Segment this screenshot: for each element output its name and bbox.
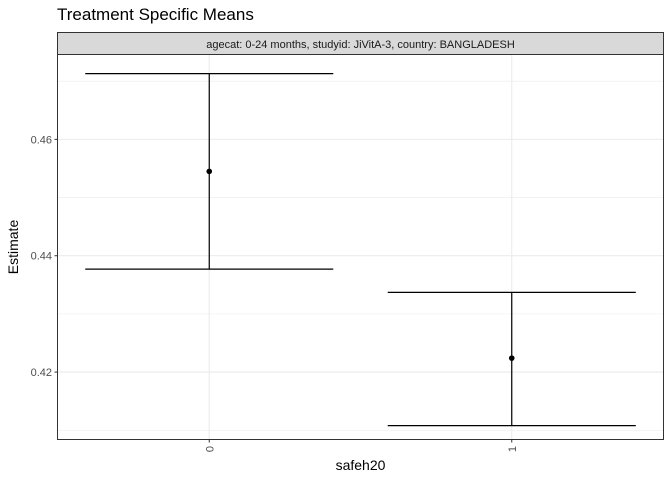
x-axis-title: safeh20	[336, 457, 386, 473]
marks-layer	[85, 73, 636, 427]
y-axis-title: Estimate	[5, 220, 21, 275]
panel-border	[57, 54, 664, 440]
y-tick-label: 0.46	[31, 134, 52, 146]
estimate-point	[508, 355, 515, 361]
y-tick-label: 0.42	[31, 367, 52, 379]
y-tick-label: 0.44	[31, 251, 52, 263]
chart-title: Treatment Specific Means	[57, 5, 254, 24]
x-tick-label: 1	[507, 446, 519, 452]
estimate-point	[206, 168, 213, 175]
facet-strip-label: agecat: 0-24 months, studyid: JiVitA-3, …	[206, 39, 515, 51]
axis-layer: 0.42 0.44 0.46 0 1	[31, 134, 519, 452]
x-tick-label: 0	[204, 446, 216, 452]
grid-layer	[58, 55, 663, 439]
